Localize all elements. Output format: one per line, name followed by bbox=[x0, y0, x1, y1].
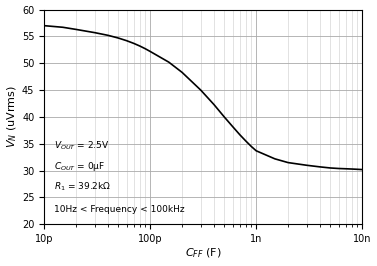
Text: $C_{OUT}$ = 0μF: $C_{OUT}$ = 0μF bbox=[54, 160, 105, 173]
Text: $V_{OUT}$ = 2.5V: $V_{OUT}$ = 2.5V bbox=[54, 140, 109, 152]
Text: 10Hz < Frequency < 100kHz: 10Hz < Frequency < 100kHz bbox=[54, 205, 184, 214]
X-axis label: $C_{FF}$ (F): $C_{FF}$ (F) bbox=[185, 247, 222, 260]
Y-axis label: $V_N$ (uVrms): $V_N$ (uVrms) bbox=[6, 85, 19, 148]
Text: $R_1$ = 39.2kΩ: $R_1$ = 39.2kΩ bbox=[54, 181, 111, 193]
